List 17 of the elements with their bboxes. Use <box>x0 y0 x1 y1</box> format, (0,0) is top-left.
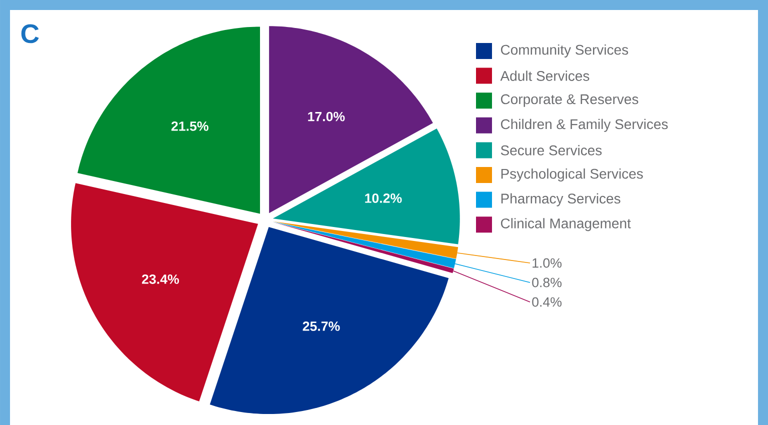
data-label: 10.2% <box>365 193 402 203</box>
legend-label: Secure Services <box>500 145 602 156</box>
chart-title: C <box>21 24 39 44</box>
data-label: 25.7% <box>302 322 340 331</box>
legend-label: Pharmacy Services <box>501 193 620 206</box>
legend-label: Community Services <box>500 44 628 58</box>
data-label: 17.0% <box>308 112 345 122</box>
data-label: 0.4% <box>532 297 562 307</box>
legend-label: Corporate & Reserves <box>500 94 638 107</box>
legend-label: Adult Services <box>500 70 590 81</box>
data-label: 23.4% <box>142 274 179 284</box>
legend-label: Psychological Services <box>501 168 643 182</box>
legend-label: Clinical Management <box>500 218 631 232</box>
legend-label: Children & Family Services <box>500 118 668 132</box>
data-label: 1.0% <box>532 258 562 268</box>
data-label: 21.5% <box>171 121 208 131</box>
data-label: 0.8% <box>532 278 562 288</box>
